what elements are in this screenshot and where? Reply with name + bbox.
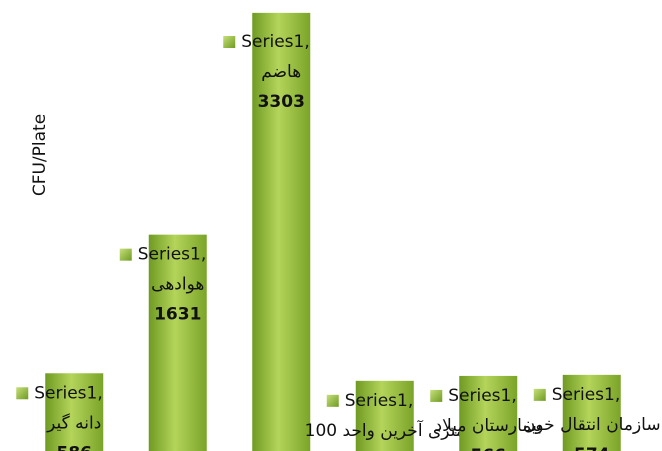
series-name-text: Series1 bbox=[34, 383, 97, 403]
legend-key bbox=[119, 248, 132, 261]
bar bbox=[562, 374, 621, 451]
value-label: 3303 bbox=[258, 92, 305, 112]
category-label: دانه گیر bbox=[46, 412, 101, 433]
data-label: Series1,100 متری آخرین واحد529 bbox=[305, 391, 465, 451]
bar bbox=[355, 380, 414, 451]
legend-key bbox=[16, 387, 29, 400]
bar bbox=[459, 375, 518, 451]
legend-key bbox=[430, 389, 443, 402]
separator: , bbox=[408, 391, 413, 411]
series-name: Series1, bbox=[345, 391, 414, 411]
separator: , bbox=[615, 385, 620, 405]
separator: , bbox=[511, 386, 516, 406]
legend-key bbox=[326, 394, 339, 407]
data-label: Series1, سازمان انتقال خون 574 bbox=[523, 385, 661, 451]
category-label: هوادهی bbox=[151, 275, 204, 295]
y-axis-title: CFU/Plate bbox=[30, 114, 50, 196]
series-name: Series1, bbox=[138, 245, 207, 265]
separator: , bbox=[201, 245, 206, 265]
category-label: بیمارستان میلاد bbox=[435, 416, 542, 436]
series-name-text: Series1 bbox=[138, 245, 201, 265]
data-label: Series1, دانه گیر 586 bbox=[16, 383, 103, 451]
category-label: سازمان انتقال خون bbox=[523, 415, 661, 435]
category-label: 100 متری آخرین واحد bbox=[305, 419, 465, 441]
separator: , bbox=[97, 383, 102, 403]
series-name-text: Series1 bbox=[345, 391, 408, 411]
data-label: Series1, بیمارستان میلاد 566 bbox=[430, 386, 542, 451]
category-label: هاضم bbox=[261, 62, 301, 82]
legend-key bbox=[533, 388, 546, 401]
series-name: Series1, bbox=[552, 385, 621, 405]
value-label: 566 bbox=[471, 446, 507, 451]
bar bbox=[252, 12, 311, 451]
series-name: Series1, bbox=[448, 386, 517, 406]
bar bbox=[148, 234, 207, 451]
legend-key bbox=[223, 36, 236, 48]
bar bbox=[45, 373, 104, 451]
series-name-text: Series1 bbox=[448, 386, 511, 406]
series-name: Series1, bbox=[241, 32, 310, 52]
separator: , bbox=[304, 32, 309, 52]
series-name-text: Series1 bbox=[552, 385, 615, 405]
series-name-text: Series1 bbox=[241, 32, 304, 52]
data-label: Series1, هوادهی 1631 bbox=[119, 245, 207, 325]
series-name: Series1, bbox=[34, 383, 103, 403]
value-label: 1631 bbox=[154, 305, 201, 325]
value-label: 574 bbox=[574, 445, 610, 451]
value-label: 586 bbox=[57, 443, 93, 451]
